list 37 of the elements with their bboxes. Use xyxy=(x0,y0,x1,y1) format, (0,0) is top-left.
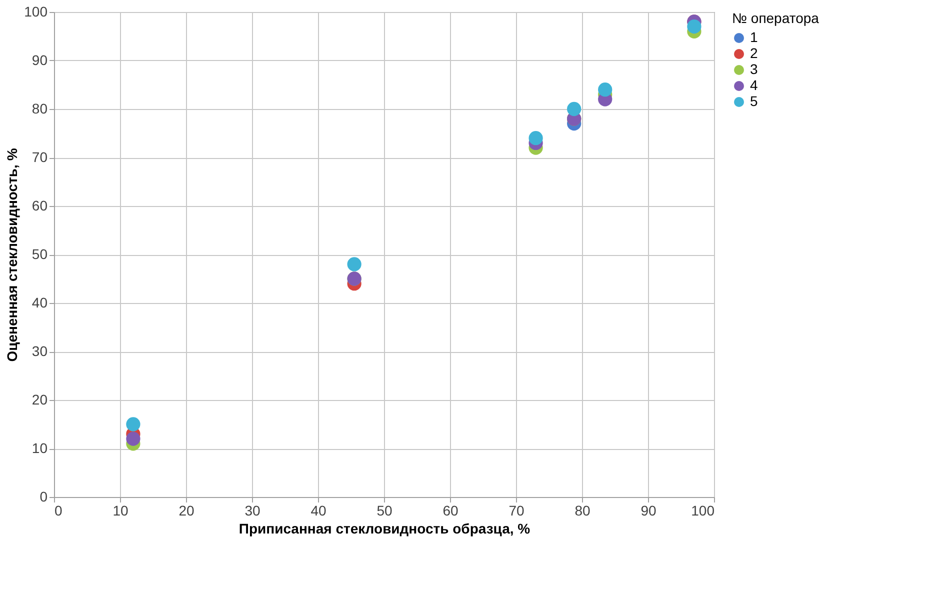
point xyxy=(347,257,362,272)
x-tick-label: 40 xyxy=(310,502,326,518)
legend-label: 5 xyxy=(750,93,758,109)
y-tick-label: 50 xyxy=(32,246,48,262)
y-tick-label: 20 xyxy=(32,392,48,408)
x-tick-label: 10 xyxy=(112,502,128,518)
y-tick-label: 100 xyxy=(24,4,48,20)
x-tick-label: 50 xyxy=(376,502,392,518)
point xyxy=(528,131,543,146)
y-tick-label: 80 xyxy=(32,100,48,116)
x-tick-label: 100 xyxy=(691,502,715,518)
y-axis-title: Оцененная стекловидность, % xyxy=(4,148,20,362)
y-tick-label: 0 xyxy=(40,488,48,504)
x-tick-label: 80 xyxy=(574,502,590,518)
x-tick-label: 30 xyxy=(244,502,260,518)
legend-label: 2 xyxy=(750,45,758,61)
y-tick-label: 10 xyxy=(32,440,48,456)
point xyxy=(126,432,140,446)
y-tick-label: 70 xyxy=(32,149,48,165)
x-tick-label: 90 xyxy=(640,502,656,518)
x-tick-label: 0 xyxy=(54,502,62,518)
y-tick-label: 40 xyxy=(32,294,48,310)
x-tick-label: 60 xyxy=(442,502,458,518)
x-axis-title: Приписанная стекловидность образца, % xyxy=(238,520,531,536)
point xyxy=(126,417,140,432)
point xyxy=(567,102,582,116)
point xyxy=(598,82,612,97)
legend-label: 4 xyxy=(750,77,758,93)
y-tick-label: 90 xyxy=(32,52,48,68)
point xyxy=(687,19,702,34)
legend-title: № оператора xyxy=(732,10,820,26)
legend-label: 3 xyxy=(750,61,758,77)
y-tick-label: 30 xyxy=(32,343,48,359)
x-tick-label: 70 xyxy=(508,502,524,518)
legend-label: 1 xyxy=(750,29,758,45)
x-tick-label: 20 xyxy=(178,502,194,518)
y-tick-label: 60 xyxy=(32,198,48,214)
